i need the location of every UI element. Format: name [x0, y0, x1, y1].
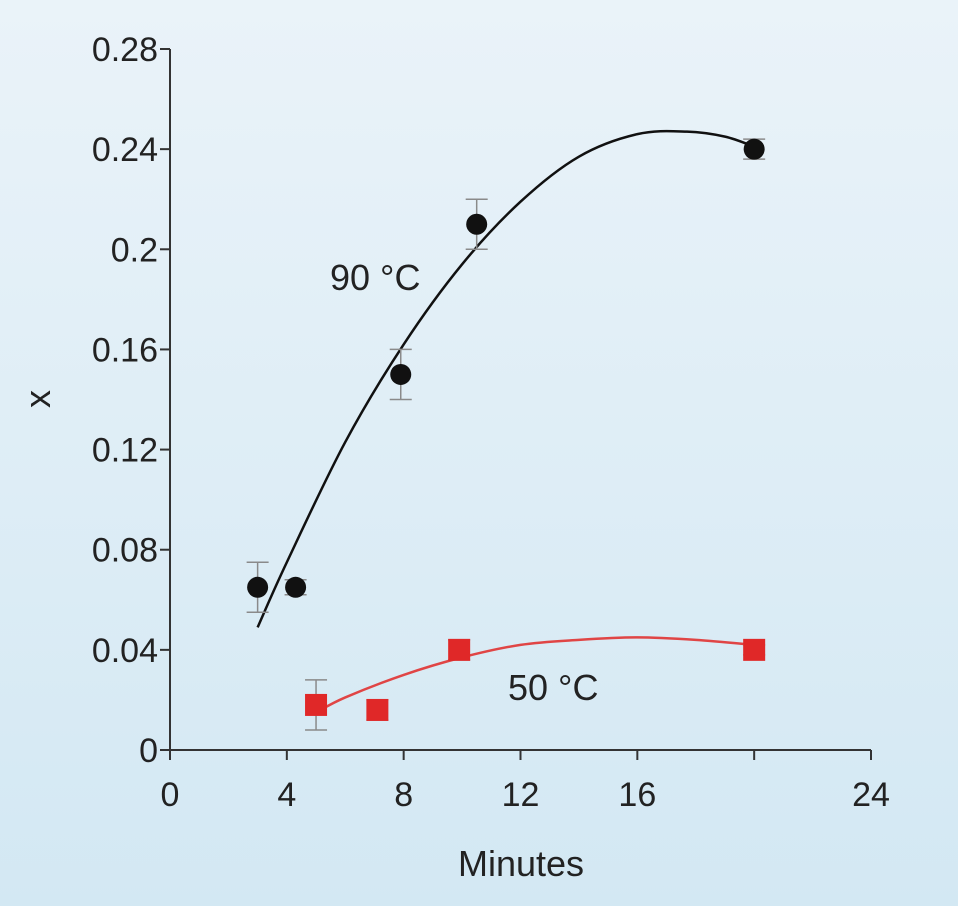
series-50-c-point-3	[743, 638, 766, 661]
x-tick-label-24: 24	[852, 776, 890, 814]
y-tick-label-0-2: 0.2	[111, 231, 158, 269]
y-tick-label-0-28: 0.28	[92, 31, 158, 69]
series-90-c-point-2	[390, 363, 412, 385]
x-tick-label-12: 12	[502, 776, 540, 814]
series-90-c-point-1	[285, 576, 307, 598]
x-tick-label-8: 8	[394, 776, 413, 814]
x-tick-label-16: 16	[618, 776, 656, 814]
x-tick-label-4: 4	[277, 776, 296, 814]
series-50-c-point-2	[448, 638, 471, 661]
y-tick-label-0-04: 0.04	[92, 632, 158, 670]
series-90-c-point-0	[247, 576, 269, 598]
y-tick-label-0: 0	[139, 732, 158, 770]
series-50-c-point-1	[366, 698, 389, 721]
fit-curves	[256, 129, 755, 714]
x-tick-label-0: 0	[161, 776, 180, 814]
x-axis-title: Minutes	[458, 843, 584, 884]
y-axis-title: x	[17, 390, 58, 408]
y-tick-label-0-24: 0.24	[92, 131, 158, 169]
y-tick-label-0-08: 0.08	[92, 532, 158, 570]
series-label-50c: 50 °C	[508, 667, 598, 708]
data-points	[247, 138, 766, 721]
series-50-c-fit-line	[315, 636, 755, 714]
series-90-c-point-3	[466, 213, 488, 235]
y-tick-label-0-12: 0.12	[92, 432, 158, 470]
y-axis-ticks: 0 0.04 0.08 0.12 0.16 0.2 0.24 0.28	[92, 31, 170, 770]
series-90-c-fit-line	[256, 129, 755, 628]
series-90-c-point-4	[743, 138, 765, 160]
series-label-90c: 90 °C	[330, 257, 420, 298]
x-axis-ticks: 0 4 8 12 16 24	[161, 750, 890, 814]
y-tick-label-0-16: 0.16	[92, 331, 158, 369]
series-50-c-point-0	[305, 693, 328, 716]
error-bars	[246, 138, 766, 731]
